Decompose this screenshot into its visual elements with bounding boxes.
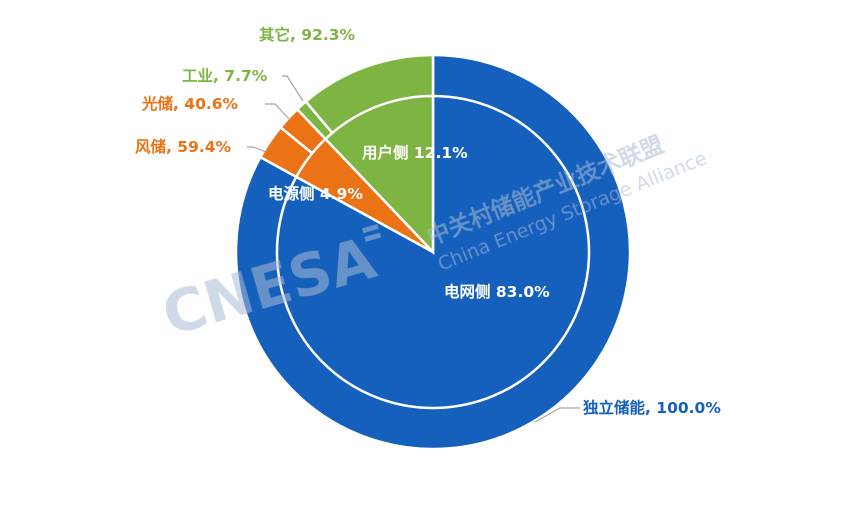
outer-label-industry: 工业, 7.7% — [182, 67, 268, 85]
inner-pie — [275, 94, 591, 410]
outer-label-other: 其它, 92.3% — [259, 25, 356, 44]
outer-label-solar: 光储, 40.6% — [141, 94, 239, 113]
leader-line-independent — [534, 407, 580, 423]
outer-label-wind: 风储, 59.4% — [135, 137, 232, 156]
inner-label-grid: 电网侧 83.0% — [444, 282, 550, 301]
outer-label-independent: 独立储能, 100.0% — [583, 398, 721, 417]
inner-slice-2 — [323, 94, 435, 256]
leader-line-industry — [282, 75, 304, 102]
leader-line-wind — [247, 146, 267, 153]
leader-line-solar — [265, 103, 291, 121]
watermark-logo-mark — [361, 223, 379, 234]
inner-label-user: 用户侧 12.1% — [362, 143, 468, 162]
inner-label-generation: 电源侧 4.9% — [268, 184, 363, 203]
watermark-logo-mark-2 — [364, 232, 382, 242]
